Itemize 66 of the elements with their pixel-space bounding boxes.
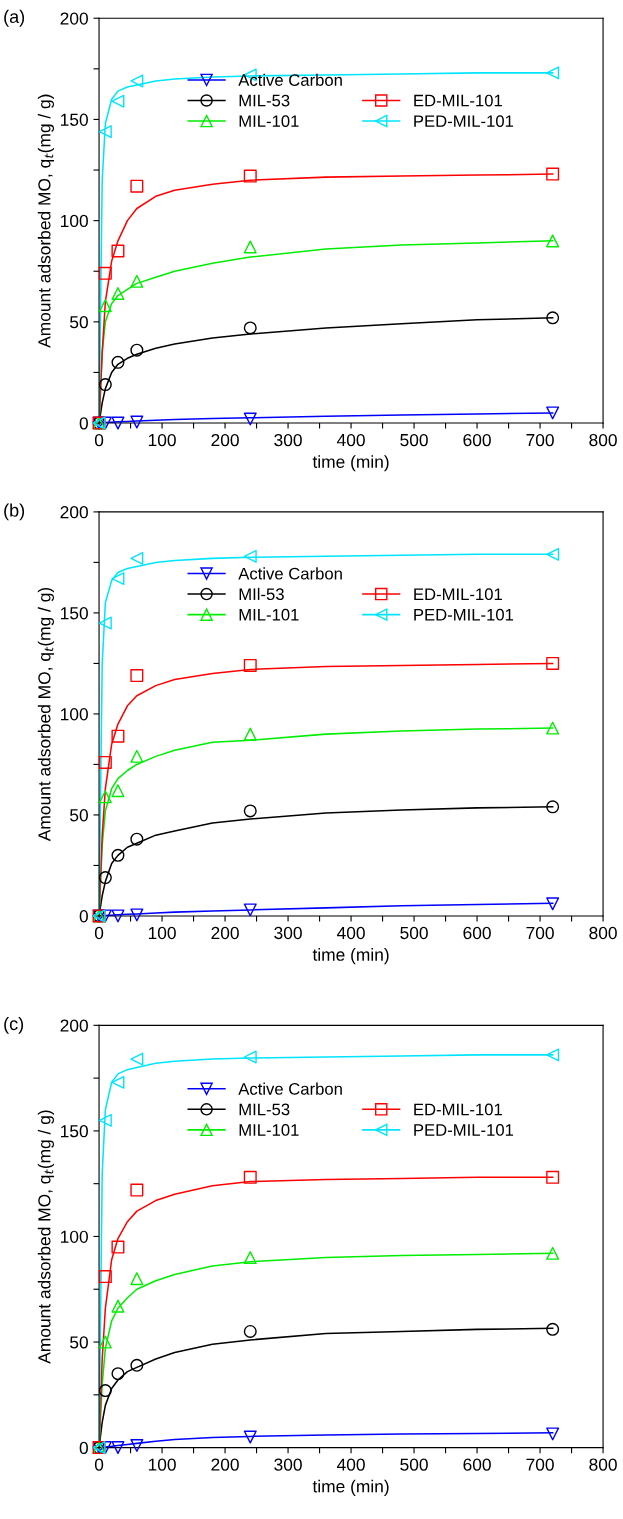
y-tick-label: 200: [60, 1019, 88, 1032]
legend-label: Active Carbon: [238, 567, 342, 580]
legend-label: MIL-101: [239, 1124, 299, 1136]
x-tick-label: 100: [148, 926, 176, 940]
legend-label: MIL-53: [239, 94, 290, 107]
x-tick-label: 600: [463, 926, 491, 940]
x-tick-label: 600: [463, 433, 491, 447]
y-tick-label: 50: [70, 809, 88, 822]
x-tick-label: 300: [274, 926, 302, 940]
y-tick-label: 150: [61, 1125, 88, 1138]
x-axis-title: time (min): [312, 948, 389, 965]
x-axis-title: time (min): [312, 1479, 389, 1496]
x-tick-label: 500: [400, 1458, 428, 1471]
legend-label: MIl-53: [239, 587, 284, 601]
y-axis-title: Amount adsorbed MO, q$_{t}$(mg / g): [37, 94, 54, 348]
y-tick-label: 200: [60, 506, 88, 519]
x-tick-label: 0: [94, 926, 104, 940]
legend-label: PED-MIL-101: [414, 1124, 514, 1136]
legend-label: PED-MIL-101: [414, 608, 514, 621]
y-tick-label: 0: [79, 1441, 88, 1455]
y-tick-label: 200: [60, 12, 88, 25]
legend-label: ED-MIL-101: [414, 1103, 502, 1116]
x-tick-label: 0: [94, 433, 104, 447]
legend-label: MIL-53: [239, 1103, 290, 1116]
x-tick-label: 800: [589, 926, 617, 940]
y-axis-title: Amount adsorbed MO, q$_{t}$(mg / g): [37, 1110, 54, 1364]
x-tick-label: 200: [211, 926, 239, 940]
x-tick-label: 700: [526, 926, 554, 940]
legend-label: MIL-101: [239, 608, 299, 621]
y-tick-label: 100: [61, 214, 88, 228]
y-tick-label: 150: [61, 607, 88, 620]
x-tick-label: 500: [400, 926, 428, 940]
x-tick-label: 200: [211, 1458, 239, 1471]
x-tick-label: 700: [526, 1458, 554, 1471]
x-tick-label: 500: [400, 433, 428, 447]
legend-label: PED-MIL-101: [414, 115, 514, 128]
x-axis-title: time (min): [312, 455, 389, 472]
x-tick-label: 400: [336, 926, 365, 940]
y-tick-label: 150: [61, 113, 88, 126]
legend-label: Active Carbon: [238, 1082, 342, 1095]
y-tick-label: 0: [79, 417, 88, 430]
chart-title: (c): [4, 1016, 24, 1034]
x-tick-label: 100: [148, 433, 176, 447]
x-tick-label: 400: [336, 1458, 365, 1471]
y-tick-label: 50: [70, 1336, 88, 1349]
legend-label: ED-MIL-101: [414, 94, 502, 107]
y-tick-label: 0: [79, 910, 88, 923]
y-tick-label: 50: [70, 316, 88, 329]
x-tick-label: 800: [589, 433, 617, 447]
x-tick-label: 100: [148, 1458, 176, 1471]
legend-label: Active Carbon: [238, 73, 342, 86]
x-tick-label: 600: [463, 1458, 491, 1471]
chart-title: (b): [4, 503, 25, 521]
y-axis-title: Amount adsorbed MO, q$_{t}$(mg / g): [37, 587, 54, 842]
x-tick-label: 700: [526, 433, 554, 447]
x-tick-label: 300: [274, 433, 302, 447]
x-tick-label: 800: [589, 1458, 617, 1471]
x-tick-label: 200: [211, 433, 239, 447]
x-tick-label: 0: [94, 1458, 104, 1471]
x-tick-label: 400: [336, 433, 365, 447]
legend-label: ED-MIL-101: [414, 588, 502, 601]
chart-title: (a): [4, 9, 25, 27]
legend-label: MIL-101: [239, 115, 299, 128]
y-tick-label: 100: [61, 1230, 88, 1243]
x-tick-label: 300: [274, 1458, 302, 1471]
y-tick-label: 100: [61, 708, 88, 721]
